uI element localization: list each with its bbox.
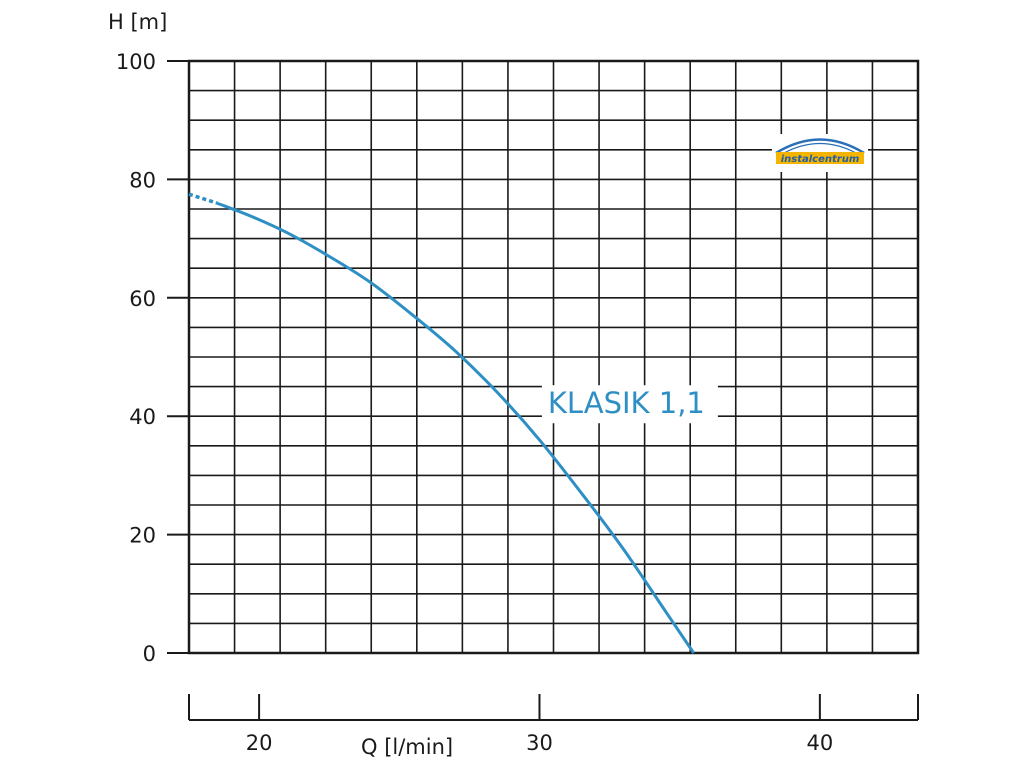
series-line <box>216 201 695 654</box>
logo-band <box>776 152 864 164</box>
series <box>188 192 695 654</box>
y-axis: 0 20 40 60 80 100 <box>116 50 189 666</box>
y-tick-label: 100 <box>116 50 156 74</box>
x-tick-label: 20 <box>246 731 273 755</box>
y-tick-label: 40 <box>129 405 156 429</box>
y-axis-title: H [m] <box>108 10 167 34</box>
logo-text: instalcentrum <box>781 154 860 165</box>
series-line-dashed <box>188 192 218 205</box>
y-tick-label: 20 <box>129 524 156 548</box>
grid <box>189 61 918 653</box>
logo-arc <box>775 138 865 155</box>
plot-frame <box>187 59 920 655</box>
series-label-background <box>541 385 718 424</box>
x-axis-title: Q [l/min] <box>361 735 453 759</box>
y-tick-label: 60 <box>129 287 156 311</box>
series-label: KLASIK 1,1 <box>548 386 705 420</box>
x-tick-label: 40 <box>806 731 833 755</box>
y-tick-label: 80 <box>129 168 156 192</box>
x-axis: 20 30 40 <box>188 694 919 755</box>
instalcentrum-logo: instalcentrum <box>772 134 868 172</box>
logo-arc-inner <box>783 143 857 154</box>
series-label-group: KLASIK 1,1 <box>541 385 718 424</box>
y-tick-label: 0 <box>143 642 156 666</box>
x-tick-label: 30 <box>526 731 553 755</box>
